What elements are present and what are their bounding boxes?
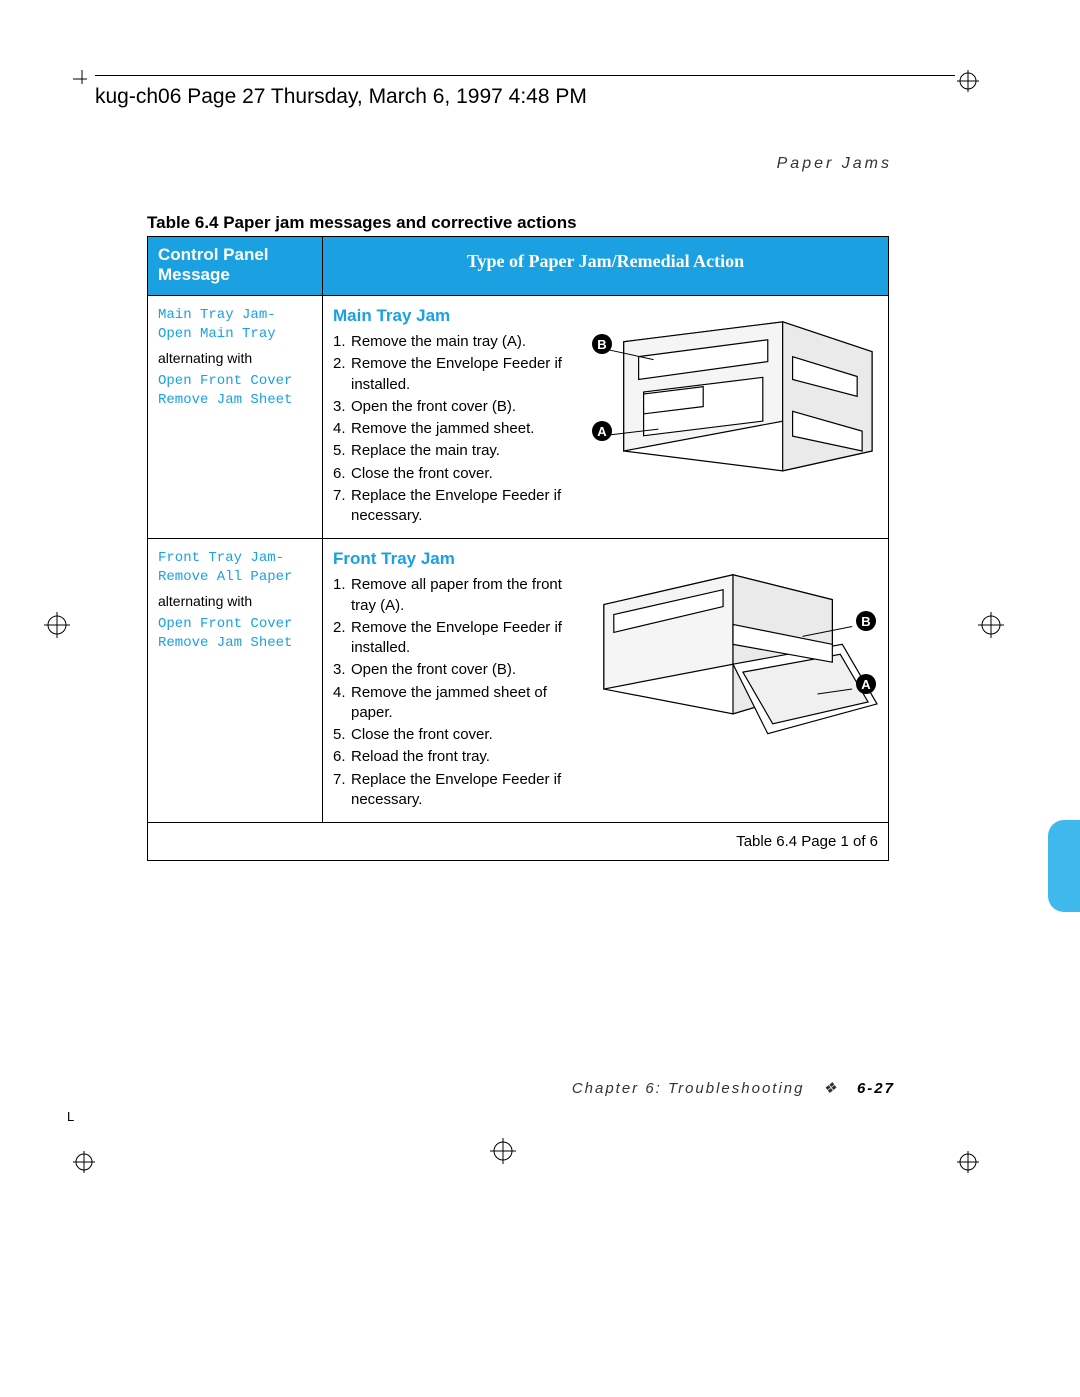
steps-list: 1.Remove the main tray (A).2.Remove the … <box>333 332 570 526</box>
label-a-icon: A <box>592 421 612 441</box>
l-mark: L <box>67 1109 74 1124</box>
table-header-row: Control Panel Message Type of Paper Jam/… <box>148 237 888 295</box>
step-item: 5.Close the front cover. <box>333 725 570 745</box>
jam-title: Main Tray Jam <box>333 306 570 326</box>
table-row: Front Tray Jam-Remove All Paper alternat… <box>148 538 888 822</box>
footer-page-number: 6-27 <box>857 1080 895 1097</box>
table-caption: Table 6.4 Paper jam messages and correct… <box>147 213 577 233</box>
crop-mark-bl <box>73 1151 91 1169</box>
alternating-label: alternating with <box>158 350 312 366</box>
cell-steps: Main Tray Jam 1.Remove the main tray (A)… <box>323 296 578 538</box>
label-b-icon: B <box>592 334 612 354</box>
step-item: 6.Reload the front tray. <box>333 747 570 767</box>
step-item: 5.Replace the main tray. <box>333 441 570 461</box>
crop-mark-br <box>957 1151 975 1169</box>
cell-diagram: B A <box>578 539 888 822</box>
step-item: 1.Remove all paper from the front tray (… <box>333 575 570 616</box>
cell-message: Front Tray Jam-Remove All Paper alternat… <box>148 539 323 822</box>
msg-line: Main Tray Jam-Open Main Tray <box>158 306 312 344</box>
printer-open-icon <box>584 545 882 754</box>
jam-table: Control Panel Message Type of Paper Jam/… <box>147 236 889 861</box>
step-item: 2.Remove the Envelope Feeder if installe… <box>333 354 570 395</box>
crop-mark-tr <box>957 70 975 88</box>
th-remedial: Type of Paper Jam/Remedial Action <box>323 237 888 295</box>
crop-mark-tl <box>73 70 91 88</box>
footer-sep: ❖ <box>823 1080 838 1097</box>
reg-mark-left <box>44 612 70 643</box>
section-label: Paper Jams <box>777 155 892 173</box>
step-item: 3.Open the front cover (B). <box>333 660 570 680</box>
step-item: 7.Replace the Envelope Feeder if necessa… <box>333 486 570 527</box>
header-rule <box>95 75 955 76</box>
alternating-label: alternating with <box>158 593 312 609</box>
steps-list: 1.Remove all paper from the front tray (… <box>333 575 570 810</box>
cell-message: Main Tray Jam-Open Main Tray alternating… <box>148 296 323 538</box>
reg-mark-right <box>978 612 1004 643</box>
cell-steps: Front Tray Jam 1.Remove all paper from t… <box>323 539 578 822</box>
printer-closed-icon <box>584 302 882 481</box>
table-row: Main Tray Jam-Open Main Tray alternating… <box>148 295 888 538</box>
msg-line: Front Tray Jam-Remove All Paper <box>158 549 312 587</box>
step-item: 4.Remove the jammed sheet. <box>333 419 570 439</box>
reg-mark-bottom <box>490 1138 516 1169</box>
footer-chapter: Chapter 6: Troubleshooting <box>572 1080 805 1097</box>
step-item: 6.Close the front cover. <box>333 464 570 484</box>
msg-line: Open Front CoverRemove Jam Sheet <box>158 615 312 653</box>
step-item: 2.Remove the Envelope Feeder if installe… <box>333 618 570 659</box>
thumb-tab <box>1048 820 1080 912</box>
step-item: 4.Remove the jammed sheet of paper. <box>333 683 570 724</box>
table-pagination: Table 6.4 Page 1 of 6 <box>148 822 888 860</box>
msg-line: Open Front CoverRemove Jam Sheet <box>158 372 312 410</box>
page-footer: Chapter 6: Troubleshooting ❖ 6-27 <box>572 1079 895 1097</box>
step-item: 3.Open the front cover (B). <box>333 397 570 417</box>
step-item: 1.Remove the main tray (A). <box>333 332 570 352</box>
th-control-panel: Control Panel Message <box>148 237 323 295</box>
cell-diagram: B A <box>578 296 888 538</box>
page-header: kug-ch06 Page 27 Thursday, March 6, 1997… <box>95 85 587 109</box>
jam-title: Front Tray Jam <box>333 549 570 569</box>
step-item: 7.Replace the Envelope Feeder if necessa… <box>333 770 570 811</box>
